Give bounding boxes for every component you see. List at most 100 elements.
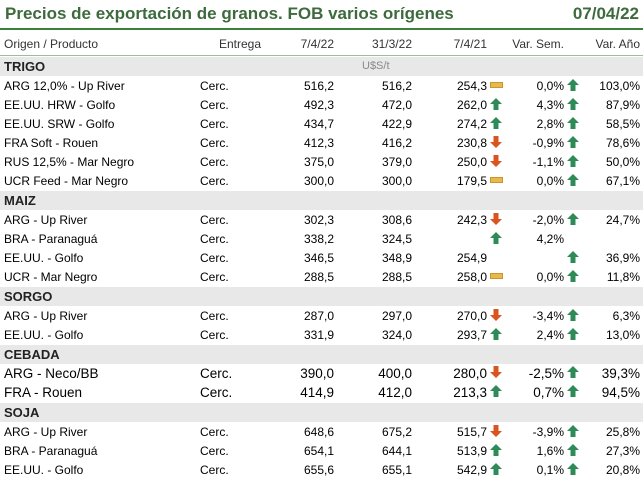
- table-row: FRA - Rouen Cerc. 414,9 412,0 213,3 0,7% 94,5%: [0, 383, 643, 402]
- var-anio-arrow-up-icon: [567, 155, 579, 167]
- entrega-cell: Cerc.: [200, 425, 229, 439]
- price-7-4-22-cell: 655,6: [303, 463, 334, 477]
- price-7-4-22-cell: 434,7: [303, 117, 334, 131]
- table-row: EE.UU. - Golfo Cerc. 331,9 324,0 293,7 2,4% 13…: [0, 325, 643, 344]
- group-header-maiz: MAIZ: [0, 190, 643, 210]
- price-7-4-21-cell: 230,8: [456, 136, 487, 150]
- var-anio-cell: 94,5%: [601, 385, 640, 400]
- price-7-4-22-cell: 412,3: [303, 136, 334, 150]
- var-anio-cell: 103,0%: [599, 79, 640, 93]
- var-sem-cell: -0,9%: [532, 136, 564, 150]
- var-anio-cell: 36,9%: [605, 251, 640, 265]
- column-header-producto: Origen / Producto: [4, 37, 99, 51]
- entrega-cell: Cerc.: [200, 155, 229, 169]
- price-7-4-22-cell: 648,6: [303, 425, 334, 439]
- var-anio-arrow-up-icon: [567, 136, 579, 148]
- var-anio-arrow-up-icon: [567, 270, 579, 282]
- table-row: ARG 12,0% - Up River Cerc. 516,2 516,2 254,3…: [0, 76, 643, 95]
- var-anio-arrow-up-icon: [567, 444, 579, 456]
- var-sem-cell: 2,8%: [536, 117, 564, 131]
- price-31-3-22-cell: 379,0: [381, 155, 412, 169]
- entrega-cell: Cerc.: [200, 328, 229, 342]
- var-anio-arrow-up-icon: [567, 117, 579, 129]
- var-sem-arrow-up-icon: [490, 232, 502, 244]
- price-7-4-21-cell: 250,0: [456, 155, 487, 169]
- price-7-4-21-cell: 242,3: [456, 213, 487, 227]
- price-31-3-22-cell: 422,9: [381, 117, 412, 131]
- entrega-cell: Cerc.: [200, 444, 229, 458]
- var-anio-arrow-up-icon: [567, 328, 579, 340]
- group-header-trigo: TRIGO U$S/t: [0, 56, 643, 76]
- producto-cell: EE.UU. - Golfo: [4, 251, 84, 265]
- unit-label: U$S/t: [362, 60, 390, 72]
- producto-cell: ARG - Neco/BB: [4, 366, 99, 381]
- price-31-3-22-cell: 655,1: [381, 463, 412, 477]
- price-7-4-22-cell: 375,0: [303, 155, 334, 169]
- price-7-4-21-cell: 270,0: [456, 309, 487, 323]
- column-header-var-anio: Var. Año: [595, 37, 640, 51]
- table-row: EE.UU. SRW - Golfo Cerc. 434,7 422,9 274,2 2,…: [0, 114, 643, 133]
- group-name: MAIZ: [4, 193, 36, 208]
- price-31-3-22-cell: 348,9: [381, 251, 412, 265]
- group-header-sorgo: SORGO: [0, 286, 643, 306]
- price-31-3-22-cell: 412,0: [378, 385, 412, 400]
- price-7-4-22-cell: 288,5: [303, 270, 334, 284]
- var-sem-arrow-down-icon: [490, 136, 502, 148]
- group-header-soja: SOJA: [0, 402, 643, 422]
- var-sem-cell: -3,4%: [532, 309, 564, 323]
- producto-cell: FRA - Rouen: [4, 385, 83, 400]
- price-7-4-22-cell: 390,0: [300, 366, 334, 381]
- var-sem-flat-icon: [490, 270, 503, 282]
- price-31-3-22-cell: 288,5: [381, 270, 412, 284]
- producto-cell: ARG - Up River: [4, 213, 88, 227]
- producto-cell: ARG - Up River: [4, 425, 88, 439]
- var-sem-cell: 0,0%: [536, 174, 564, 188]
- entrega-cell: Cerc.: [200, 463, 229, 477]
- price-7-4-21-cell: 542,9: [456, 463, 487, 477]
- price-7-4-21-cell: 213,3: [453, 385, 487, 400]
- group-header-cebada: CEBADA: [0, 344, 643, 364]
- var-sem-arrow-down-icon: [490, 366, 502, 378]
- column-header-entrega: Entrega: [219, 37, 262, 51]
- var-anio-arrow-up-icon: [567, 213, 579, 225]
- var-anio-cell: 13,0%: [605, 328, 640, 342]
- table-row: EE.UU. - Golfo Cerc. 655,6 655,1 542,9 0,1% 20…: [0, 460, 643, 479]
- var-sem-cell: 0,7%: [533, 385, 564, 400]
- price-31-3-22-cell: 416,2: [381, 136, 412, 150]
- var-sem-arrow-up-icon: [490, 463, 502, 475]
- var-anio-cell: 6,3%: [612, 309, 640, 323]
- price-31-3-22-cell: 324,0: [381, 328, 412, 342]
- table-row: ARG - Up River Cerc. 648,6 675,2 515,7 -3,9% 2…: [0, 422, 643, 441]
- group-name: TRIGO: [4, 59, 46, 74]
- report-date: 07/04/22: [572, 4, 639, 23]
- column-header-date-3: 7/4/21: [453, 37, 487, 51]
- price-7-4-21-cell: 258,0: [456, 270, 487, 284]
- var-sem-flat-icon: [490, 79, 503, 91]
- var-anio-cell: 20,8%: [605, 463, 640, 477]
- var-sem-cell: 0,0%: [536, 79, 564, 93]
- price-7-4-22-cell: 492,3: [303, 98, 334, 112]
- entrega-cell: Cerc.: [200, 251, 229, 265]
- price-7-4-22-cell: 346,5: [303, 251, 334, 265]
- price-31-3-22-cell: 675,2: [381, 425, 412, 439]
- producto-cell: EE.UU. - Golfo: [4, 463, 84, 477]
- price-31-3-22-cell: 308,6: [381, 213, 412, 227]
- var-anio-arrow-up-icon: [567, 98, 579, 110]
- var-anio-arrow-up-icon: [567, 174, 579, 186]
- var-anio-arrow-up-icon: [567, 309, 579, 321]
- producto-cell: RUS 12,5% - Mar Negro: [4, 155, 135, 169]
- var-sem-arrow-up-icon: [490, 385, 502, 397]
- price-7-4-21-cell: 262,0: [456, 98, 487, 112]
- var-anio-cell: 11,8%: [606, 270, 640, 284]
- var-sem-flat-icon: [490, 174, 503, 186]
- var-anio-arrow-up-icon: [567, 385, 579, 397]
- price-31-3-22-cell: 297,0: [381, 309, 412, 323]
- var-sem-arrow-up-icon: [490, 98, 502, 110]
- var-anio-cell: 58,5%: [605, 117, 640, 131]
- var-anio-cell: 27,3%: [605, 444, 640, 458]
- var-anio-cell: 78,6%: [605, 136, 640, 150]
- page-title: Precios de exportación de granos. FOB va…: [5, 4, 454, 23]
- var-anio-arrow-up-icon: [567, 79, 579, 91]
- var-sem-cell: 2,4%: [536, 328, 564, 342]
- var-sem-cell: 0,1%: [536, 463, 564, 477]
